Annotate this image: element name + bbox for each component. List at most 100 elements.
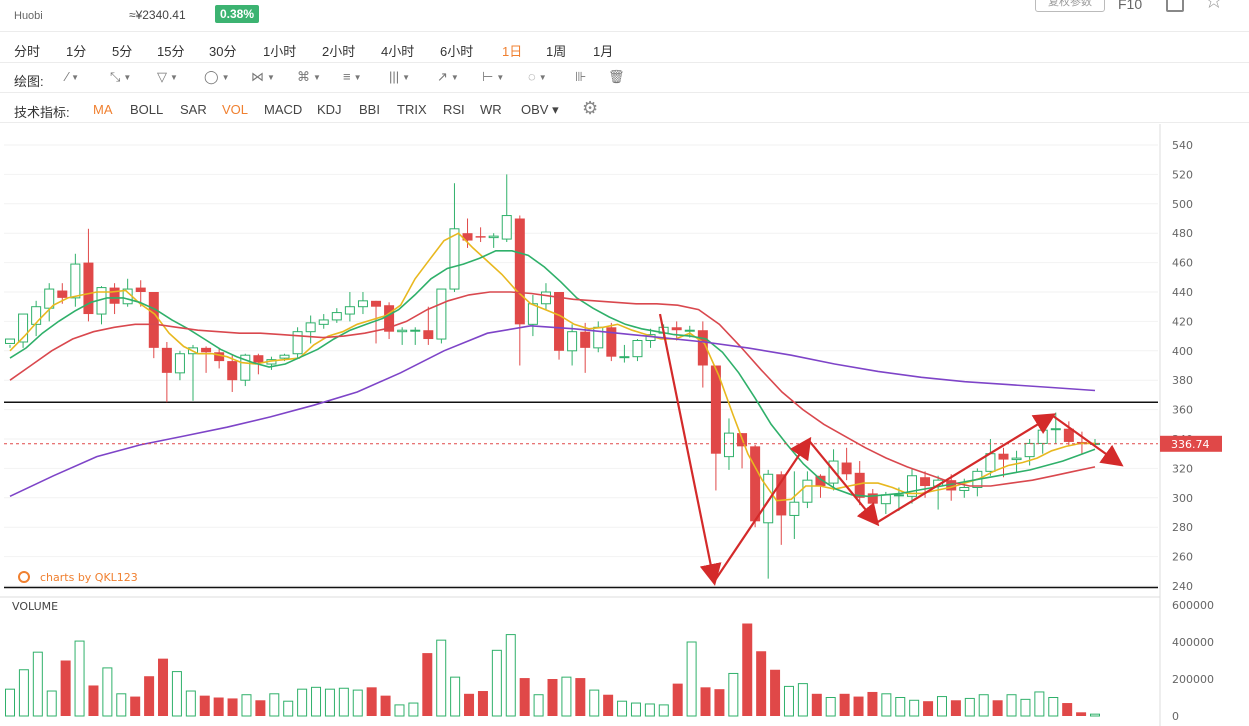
- volume-bar[interactable]: [144, 676, 155, 716]
- volume-bar[interactable]: [853, 696, 864, 716]
- candle-body[interactable]: [174, 353, 185, 374]
- volume-bar[interactable]: [630, 702, 641, 717]
- candle-body[interactable]: [436, 288, 447, 340]
- volume-bar[interactable]: [450, 676, 461, 717]
- candle-body[interactable]: [684, 329, 695, 332]
- candle-body[interactable]: [475, 236, 486, 238]
- candle-body[interactable]: [423, 330, 434, 340]
- volume-bar[interactable]: [171, 671, 182, 717]
- candle-body[interactable]: [501, 215, 512, 240]
- trend-arrow[interactable]: [713, 436, 812, 583]
- period-tab-7[interactable]: 4小时: [381, 44, 415, 59]
- period-tab-5[interactable]: 1小时: [263, 44, 297, 59]
- candle-body[interactable]: [1024, 442, 1035, 458]
- trend-arrow[interactable]: [875, 413, 1057, 524]
- volume-bar[interactable]: [964, 697, 975, 717]
- price-chart[interactable]: 2402602803003203403603804004204404604805…: [0, 124, 1249, 726]
- candle-body[interactable]: [357, 300, 368, 308]
- candle-body[interactable]: [697, 330, 708, 366]
- candle-body[interactable]: [331, 312, 342, 321]
- volume-bar[interactable]: [589, 689, 600, 717]
- volume-bar[interactable]: [464, 693, 475, 716]
- volume-bar[interactable]: [185, 690, 196, 717]
- volume-bar[interactable]: [936, 696, 947, 717]
- candle-body[interactable]: [5, 338, 15, 344]
- candle-body[interactable]: [449, 228, 460, 290]
- volume-bar[interactable]: [46, 690, 57, 717]
- volume-bar[interactable]: [338, 687, 349, 717]
- arrow-tool-icon[interactable]: ↗ ▼: [437, 69, 459, 84]
- volume-bar[interactable]: [686, 641, 697, 717]
- volume-bar[interactable]: [199, 695, 210, 716]
- volume-bar[interactable]: [672, 683, 683, 716]
- candle-body[interactable]: [410, 329, 421, 332]
- period-tab-6[interactable]: 2小时: [322, 44, 356, 59]
- candle-body[interactable]: [462, 233, 473, 241]
- period-tab-4[interactable]: 30分: [209, 44, 237, 59]
- gann-tool-icon[interactable]: ||| ▼: [389, 69, 411, 84]
- volume-bar[interactable]: [797, 683, 808, 717]
- candle-body[interactable]: [619, 356, 630, 359]
- volume-bar[interactable]: [1076, 712, 1087, 716]
- line-tool-icon[interactable]: ⁄ ▼: [66, 69, 80, 84]
- candle-body[interactable]: [57, 290, 68, 298]
- volume-bar[interactable]: [867, 691, 878, 716]
- gear-icon[interactable]: ⚙: [582, 98, 599, 118]
- volume-bar[interactable]: [297, 688, 308, 717]
- measure-tool-icon[interactable]: ⊪: [575, 69, 587, 84]
- candle-body[interactable]: [802, 479, 813, 503]
- period-tab-10[interactable]: 1周: [546, 44, 567, 59]
- candle-body[interactable]: [371, 300, 382, 307]
- volume-bar[interactable]: [227, 698, 238, 716]
- candle-body[interactable]: [867, 493, 878, 504]
- candle-body[interactable]: [201, 347, 212, 353]
- volume-bar[interactable]: [394, 704, 405, 717]
- candle-body[interactable]: [31, 306, 42, 325]
- volume-bar[interactable]: [477, 691, 488, 716]
- volume-bar[interactable]: [617, 700, 628, 717]
- candle-body[interactable]: [959, 487, 970, 491]
- volume-bar[interactable]: [255, 700, 266, 716]
- candle-body[interactable]: [789, 501, 800, 516]
- candle-body[interactable]: [1050, 428, 1061, 431]
- indicator-ma[interactable]: MA: [93, 102, 113, 117]
- volume-bar[interactable]: [102, 667, 113, 717]
- candle-body[interactable]: [880, 494, 891, 505]
- indicator-bbi[interactable]: BBI: [359, 102, 380, 117]
- candle-body[interactable]: [214, 352, 225, 362]
- ray-tool-icon[interactable]: ⤡ ▼: [110, 69, 132, 84]
- indicator-vol[interactable]: VOL: [222, 102, 249, 117]
- volume-bar[interactable]: [603, 694, 614, 716]
- volume-bar[interactable]: [1020, 698, 1031, 717]
- volume-bar[interactable]: [575, 678, 586, 716]
- volume-bar[interactable]: [241, 694, 252, 717]
- candle-body[interactable]: [109, 287, 120, 304]
- volume-bar[interactable]: [895, 697, 906, 717]
- circle-tool-icon[interactable]: ◯ ▼: [204, 69, 230, 84]
- candle-body[interactable]: [567, 331, 578, 352]
- f10-button[interactable]: F10: [1118, 0, 1143, 12]
- volume-bar[interactable]: [1006, 694, 1017, 717]
- volume-bar[interactable]: [992, 700, 1003, 716]
- volume-bar[interactable]: [783, 685, 794, 717]
- period-tab-8[interactable]: 6小时: [440, 44, 474, 59]
- volume-bar[interactable]: [839, 693, 850, 716]
- volume-bar[interactable]: [561, 676, 572, 717]
- star-icon[interactable]: ☆: [1204, 0, 1224, 13]
- volume-bar[interactable]: [770, 669, 781, 716]
- indicator-kdj[interactable]: KDJ: [317, 102, 342, 117]
- candle-body[interactable]: [946, 480, 957, 491]
- candle-body[interactable]: [135, 287, 146, 292]
- volume-bar[interactable]: [1090, 713, 1100, 717]
- volume-bar[interactable]: [324, 688, 335, 717]
- volume-bar[interactable]: [283, 700, 294, 717]
- volume-bar[interactable]: [644, 703, 655, 717]
- volume-bar[interactable]: [491, 649, 502, 717]
- range-tool-icon[interactable]: ⊢ ▼: [482, 69, 505, 84]
- volume-bar[interactable]: [380, 695, 391, 716]
- candle-body[interactable]: [723, 432, 734, 458]
- channel-tool-icon[interactable]: ▽ ▼: [157, 69, 178, 84]
- volume-bar[interactable]: [756, 651, 767, 716]
- wave-tool-icon[interactable]: ⋈ ▼: [251, 69, 275, 84]
- volume-bar[interactable]: [923, 701, 934, 716]
